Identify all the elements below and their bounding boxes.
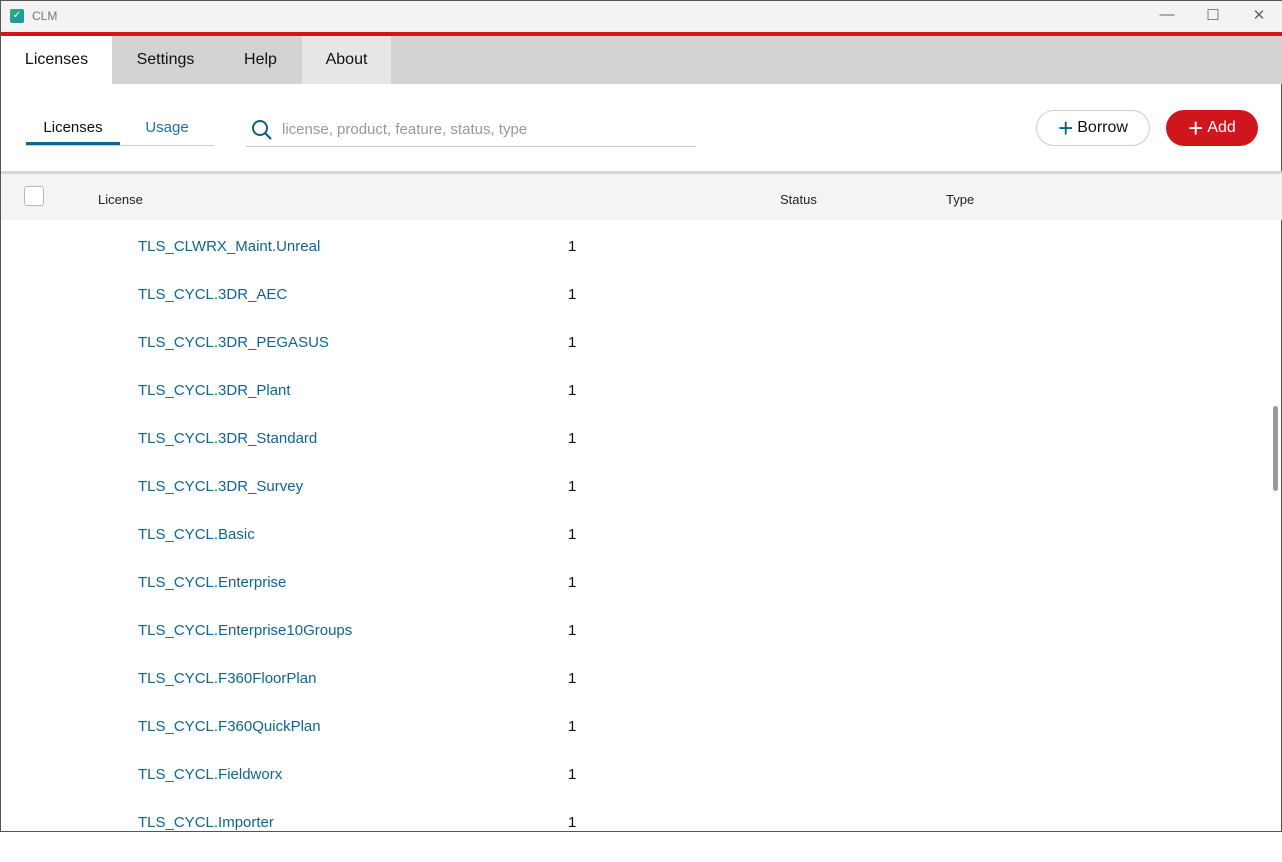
- license-name[interactable]: TLS_CYCL.3DR_Plant: [138, 382, 291, 399]
- license-count: 1: [568, 766, 577, 783]
- table-row[interactable]: TLS_CYCL.3DR_PEGASUS 1: [1, 334, 1271, 382]
- scrollbar-thumb[interactable]: [1273, 406, 1278, 491]
- title-bar: ✓ CLM — ☐ ✕: [1, 1, 1282, 32]
- license-name[interactable]: TLS_CYCL.Importer: [138, 814, 274, 831]
- plus-icon: +: [1188, 113, 1204, 143]
- license-count: 1: [568, 430, 577, 447]
- tab-settings[interactable]: Settings: [136, 51, 195, 68]
- license-name[interactable]: TLS_CYCL.3DR_Survey: [138, 478, 304, 495]
- select-all-checkbox[interactable]: [24, 186, 44, 206]
- license-name[interactable]: TLS_CYCL.Enterprise: [138, 574, 287, 591]
- license-name[interactable]: TLS_CLWRX_Maint.Unreal: [138, 238, 321, 255]
- license-count: 1: [568, 334, 577, 351]
- header-status[interactable]: Status: [780, 192, 817, 207]
- license-count: 1: [568, 718, 577, 735]
- table-row[interactable]: TLS_CYCL.Importer 1: [1, 814, 1271, 862]
- borrow-label: Borrow: [1077, 119, 1128, 136]
- table-row[interactable]: TLS_CYCL.Fieldworx 1: [1, 766, 1271, 814]
- license-count: 1: [568, 286, 577, 303]
- table-row[interactable]: TLS_CYCL.3DR_AEC 1: [1, 286, 1271, 334]
- menu-bar: Licenses Settings Help About: [1, 36, 1282, 84]
- table-row[interactable]: TLS_CYCL.3DR_Standard 1: [1, 430, 1271, 478]
- license-name[interactable]: TLS_CYCL.F360QuickPlan: [138, 718, 321, 735]
- table-row[interactable]: TLS_CLWRX_Maint.Unreal 1: [1, 238, 1271, 286]
- tab-help[interactable]: Help: [244, 51, 277, 68]
- divider: [1, 171, 1282, 174]
- license-name[interactable]: TLS_CYCL.3DR_Standard: [138, 430, 318, 447]
- header-type[interactable]: Type: [946, 192, 975, 207]
- table-row[interactable]: TLS_CYCL.F360QuickPlan 1: [1, 718, 1271, 766]
- accent-bar: [1, 32, 1282, 36]
- license-name[interactable]: TLS_CYCL.Basic: [138, 526, 255, 543]
- table-row[interactable]: TLS_CYCL.Enterprise10Groups 1: [1, 622, 1271, 670]
- table-row[interactable]: TLS_CYCL.Enterprise 1: [1, 574, 1271, 622]
- license-name[interactable]: TLS_CYCL.Enterprise10Groups: [138, 622, 353, 639]
- search-input[interactable]: [282, 117, 682, 141]
- window-title: CLM: [32, 9, 58, 23]
- table-row[interactable]: TLS_CYCL.3DR_Survey 1: [1, 478, 1271, 526]
- close-icon[interactable]: ✕: [1252, 7, 1266, 24]
- license-name[interactable]: TLS_CYCL.3DR_AEC: [138, 286, 288, 303]
- license-count: 1: [568, 382, 577, 399]
- license-count: 1: [568, 238, 577, 255]
- subtab-licenses[interactable]: Licenses: [26, 113, 120, 145]
- table-row[interactable]: TLS_CYCL.Basic 1: [1, 526, 1271, 574]
- search-icon: [252, 120, 272, 140]
- maximize-icon[interactable]: ☐: [1206, 7, 1220, 24]
- app-logo-icon: ✓: [10, 9, 24, 23]
- tab-licenses[interactable]: Licenses: [1, 36, 112, 84]
- license-count: 1: [568, 622, 577, 639]
- license-count: 1: [568, 574, 577, 591]
- sub-tabs: Licenses Usage: [26, 113, 214, 146]
- license-count: 1: [568, 814, 577, 831]
- license-name[interactable]: TLS_CYCL.Fieldworx: [138, 766, 283, 783]
- license-count: 1: [568, 478, 577, 495]
- table-row[interactable]: TLS_CYCL.3DR_Plant 1: [1, 382, 1271, 430]
- license-name[interactable]: TLS_CYCL.3DR_PEGASUS: [138, 334, 329, 351]
- subtab-usage[interactable]: Usage: [145, 119, 189, 136]
- borrow-button[interactable]: + Borrow: [1036, 110, 1150, 146]
- license-count: 1: [568, 670, 577, 687]
- header-license[interactable]: License: [98, 192, 143, 207]
- search-box: [246, 113, 696, 147]
- tab-about[interactable]: About: [302, 36, 391, 84]
- add-button[interactable]: + Add: [1166, 110, 1258, 146]
- plus-icon: +: [1058, 113, 1074, 143]
- add-label: Add: [1207, 119, 1236, 136]
- minimize-icon[interactable]: —: [1159, 6, 1175, 23]
- table-row[interactable]: TLS_CYCL.F360FloorPlan 1: [1, 670, 1271, 718]
- license-count: 1: [568, 526, 577, 543]
- table-header: License Status Type: [1, 174, 1282, 220]
- license-name[interactable]: TLS_CYCL.F360FloorPlan: [138, 670, 317, 687]
